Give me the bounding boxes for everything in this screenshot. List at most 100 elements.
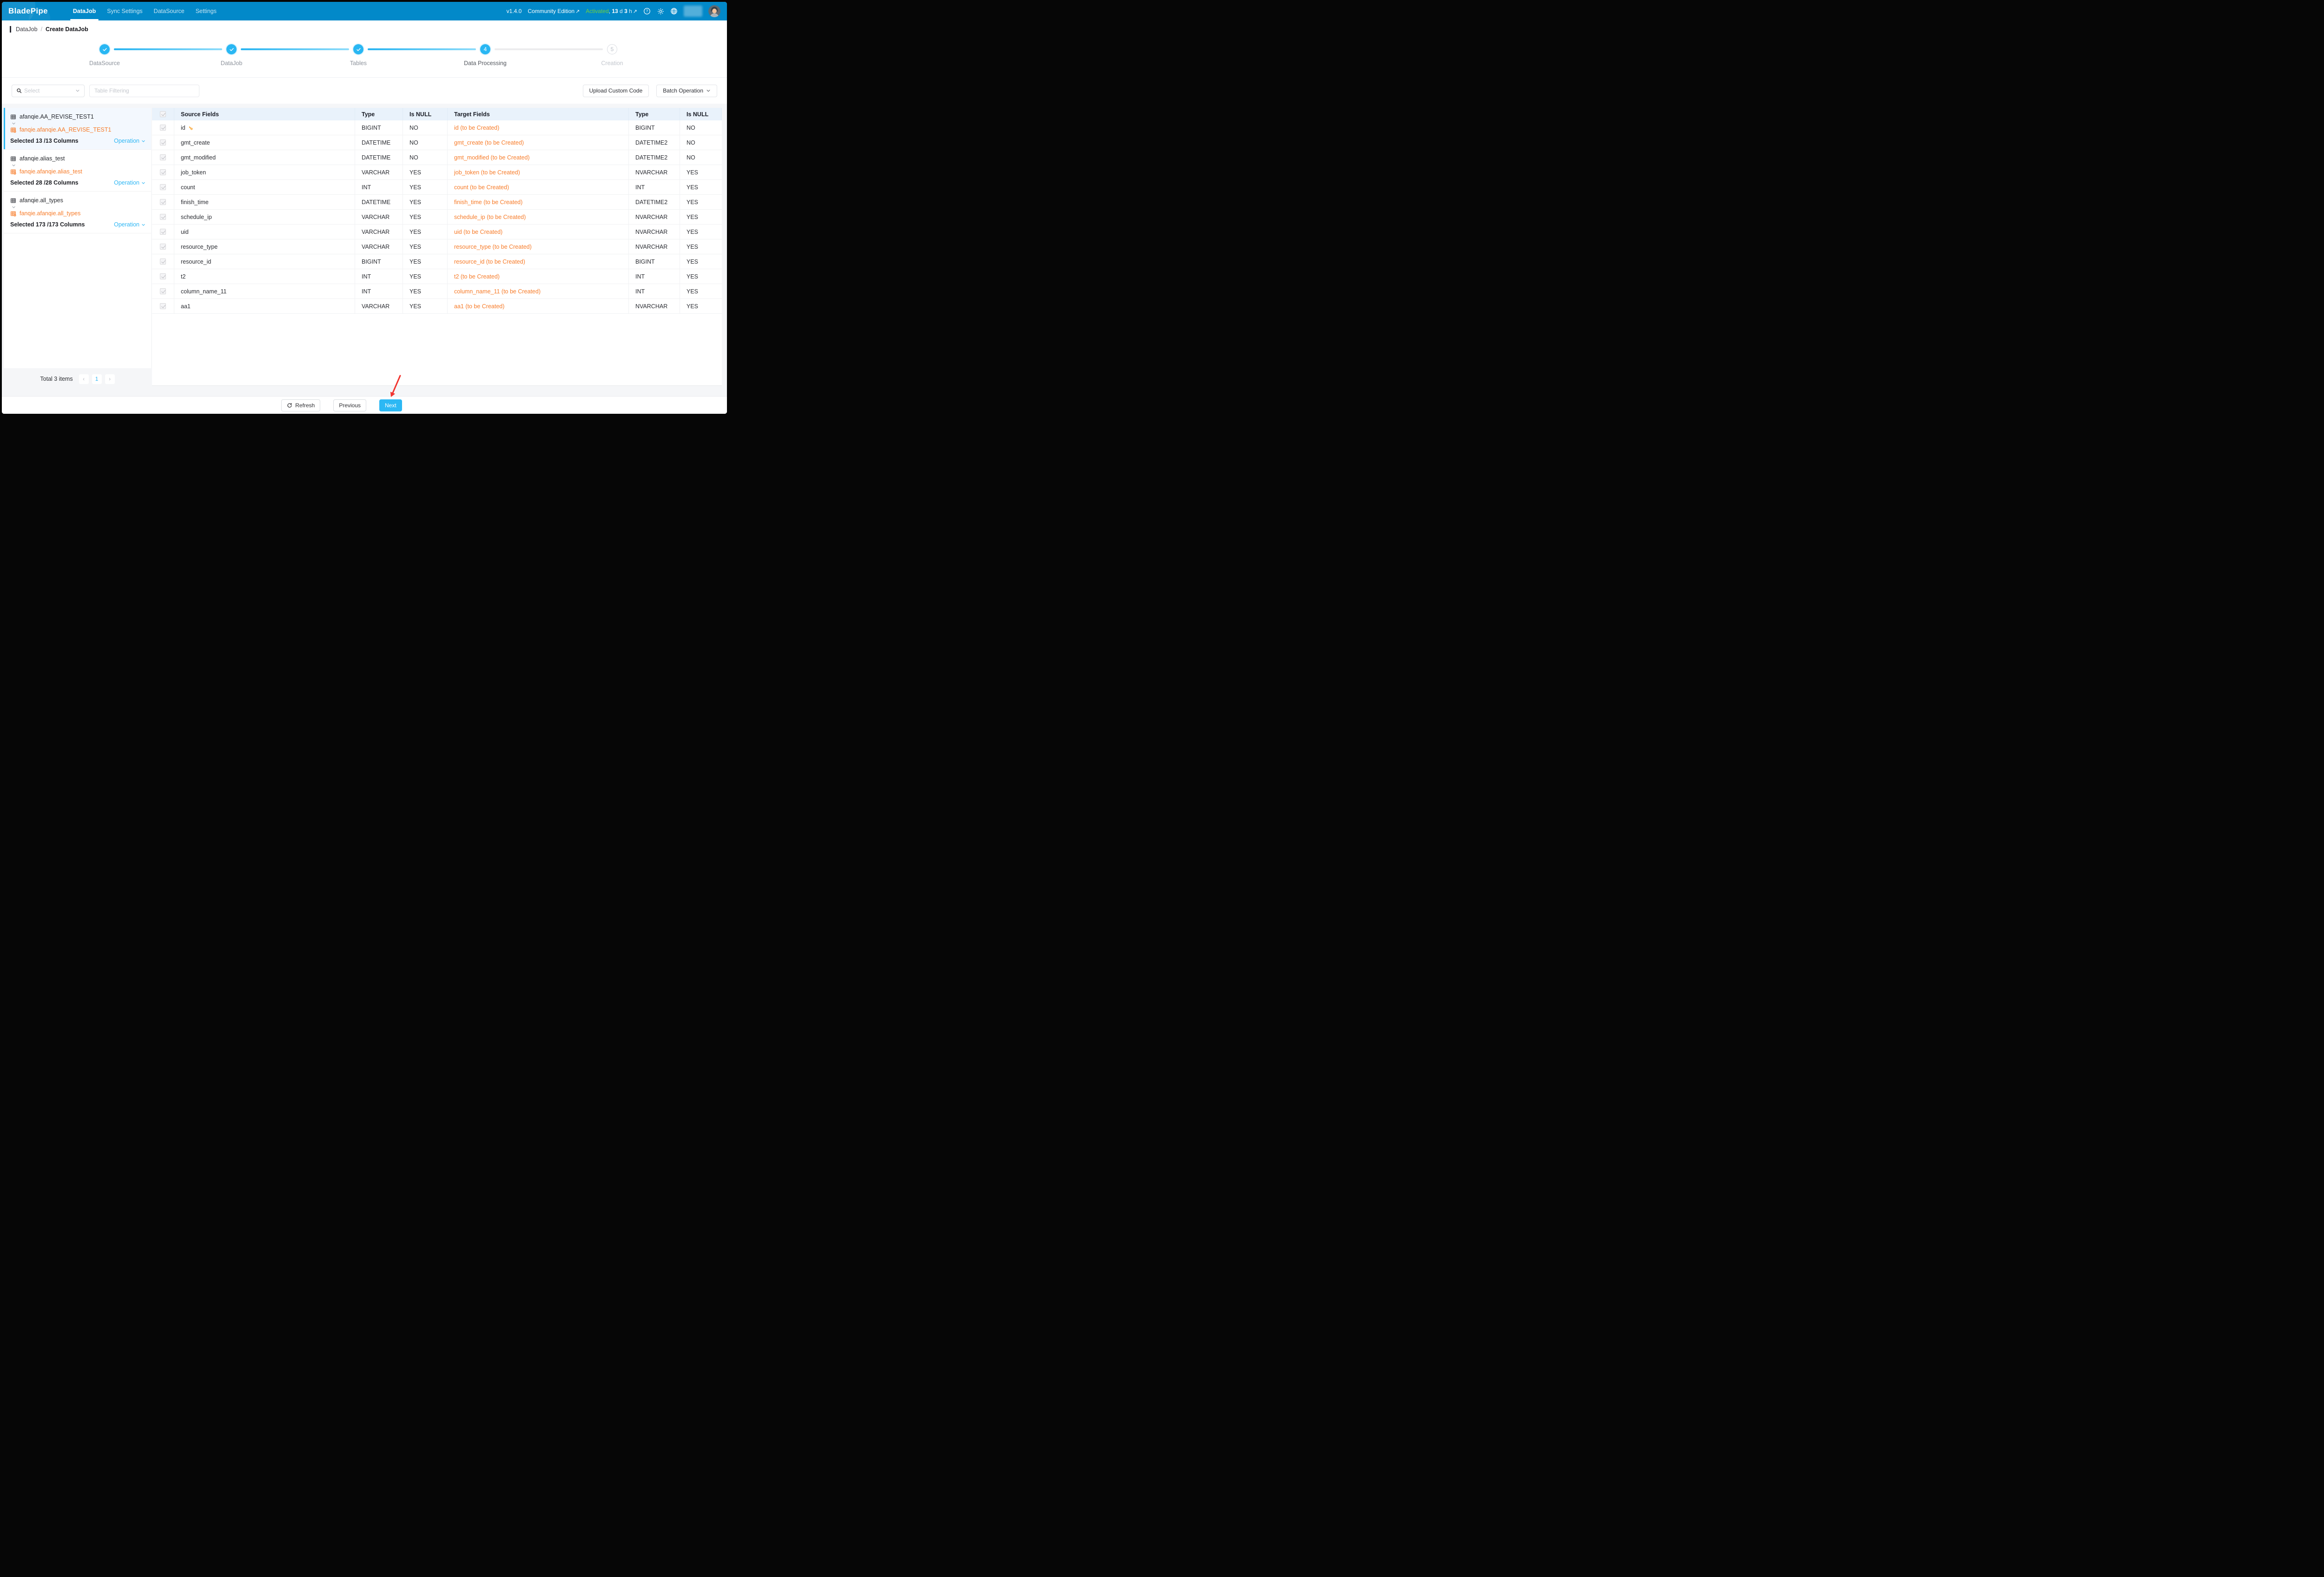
source-is-null-cell: YES bbox=[403, 299, 448, 313]
operation-dropdown[interactable]: Operation bbox=[114, 138, 145, 144]
row-checkbox[interactable] bbox=[152, 165, 174, 179]
target-field-cell[interactable]: t2 (to be Created) bbox=[448, 269, 629, 284]
tables-sidebar: afanqie.AA_REVISE_TEST1 fanqie.afanqie.AA… bbox=[4, 108, 151, 390]
checkbox-checked-disabled bbox=[160, 214, 166, 220]
step-circle-creation[interactable]: 5 bbox=[607, 44, 617, 54]
row-checkbox[interactable] bbox=[152, 180, 174, 194]
step-circle-tables[interactable] bbox=[353, 44, 363, 54]
source-type-cell: VARCHAR bbox=[355, 239, 403, 254]
edition-link[interactable]: Community Edition ↗ bbox=[528, 8, 580, 14]
nav-item-sync-settings[interactable]: Sync Settings bbox=[107, 8, 143, 14]
step-circle-data-processing[interactable]: 4 bbox=[480, 44, 490, 54]
help-icon[interactable]: ? bbox=[643, 7, 651, 15]
row-checkbox[interactable] bbox=[152, 135, 174, 150]
upload-custom-code-button[interactable]: Upload Custom Code bbox=[582, 84, 649, 97]
table-group-afanqie-all-types[interactable]: afanqie.all_types fanqie.afanqie.all_type… bbox=[4, 192, 151, 233]
checkbox-checked-disabled bbox=[160, 139, 166, 146]
target-field-cell[interactable]: schedule_ip (to be Created) bbox=[448, 210, 629, 224]
checkbox-checked-disabled bbox=[160, 229, 166, 235]
row-checkbox[interactable] bbox=[152, 195, 174, 209]
pagination-prev-button[interactable]: ‹ bbox=[79, 374, 89, 384]
refresh-button[interactable]: Refresh bbox=[281, 399, 321, 411]
target-field-cell[interactable]: resource_id (to be Created) bbox=[448, 254, 629, 269]
toolbar: Select Upload Custom Code Batch Operatio… bbox=[2, 78, 727, 104]
source-table-name: afanqie.AA_REVISE_TEST1 bbox=[20, 113, 94, 120]
row-checkbox[interactable] bbox=[152, 225, 174, 239]
target-is-null-cell: YES bbox=[687, 169, 699, 176]
step-circle-datasource[interactable] bbox=[99, 44, 110, 54]
select-placeholder: Select bbox=[24, 87, 40, 94]
target-is-null-cell: YES bbox=[687, 258, 699, 265]
target-field-cell[interactable]: aa1 (to be Created) bbox=[448, 299, 629, 313]
top-navigation-bar: BladePipe DataJob Sync Settings DataSource… bbox=[2, 2, 727, 20]
target-field-cell[interactable]: column_name_11 (to be Created) bbox=[448, 284, 629, 298]
row-checkbox[interactable] bbox=[152, 269, 174, 284]
row-checkbox[interactable] bbox=[152, 239, 174, 254]
table-row: gmt_create DATETIME NO gmt_create (to be Cr… bbox=[152, 135, 722, 150]
target-field-cell[interactable]: gmt_modified (to be Created) bbox=[448, 150, 629, 165]
step-circle-datajob[interactable] bbox=[226, 44, 237, 54]
target-field-cell[interactable]: uid (to be Created) bbox=[448, 225, 629, 239]
row-checkbox[interactable] bbox=[152, 254, 174, 269]
source-table-name: afanqie.all_types bbox=[20, 197, 63, 204]
operation-dropdown[interactable]: Operation bbox=[114, 221, 145, 228]
breadcrumb-separator: / bbox=[40, 26, 43, 33]
license-status[interactable]: Activated, 13 d 3 h ↗ bbox=[586, 8, 637, 14]
pagination-page-1[interactable]: 1 bbox=[92, 374, 102, 384]
target-field-cell[interactable]: id (to be Created) bbox=[448, 120, 629, 135]
target-field-cell[interactable]: job_token (to be Created) bbox=[448, 165, 629, 179]
row-checkbox[interactable] bbox=[152, 299, 174, 313]
source-type-cell: INT bbox=[355, 180, 403, 194]
nav-item-datajob[interactable]: DataJob bbox=[67, 2, 101, 20]
table-row: gmt_modified DATETIME NO gmt_modified (to b… bbox=[152, 150, 722, 165]
row-checkbox[interactable] bbox=[152, 150, 174, 165]
table-filtering-input[interactable] bbox=[89, 84, 199, 97]
checkbox-checked-disabled bbox=[160, 154, 166, 160]
target-field-cell[interactable]: resource_type (to be Created) bbox=[448, 239, 629, 254]
source-is-null-cell: YES bbox=[403, 284, 448, 298]
row-checkbox[interactable] bbox=[152, 210, 174, 224]
source-is-null-cell: NO bbox=[403, 120, 448, 135]
previous-button[interactable]: Previous bbox=[333, 399, 367, 411]
total-items-label: Total 3 items bbox=[40, 376, 73, 382]
table-group-afanqie-alias-test[interactable]: afanqie.alias_test fanqie.afanqie.alias_t… bbox=[4, 150, 151, 192]
target-type-cell: NVARCHAR bbox=[629, 165, 680, 179]
table-row: count INT YES count (to be Created) INT YES bbox=[152, 180, 722, 195]
breadcrumb-parent[interactable]: DataJob bbox=[16, 26, 38, 33]
table-body: id BIGINT NO id (to be Created) BIGINT NO gmt_… bbox=[152, 120, 722, 314]
check-icon bbox=[356, 47, 361, 51]
target-field-cell[interactable]: gmt_create (to be Created) bbox=[448, 135, 629, 150]
row-checkbox[interactable] bbox=[152, 120, 174, 135]
nav-item-settings[interactable]: Settings bbox=[195, 8, 217, 14]
table-row: uid VARCHAR YES uid (to be Created) NVARCHAR… bbox=[152, 225, 722, 239]
header-select-all-checkbox[interactable] bbox=[152, 108, 174, 120]
pagination-next-button[interactable]: › bbox=[105, 374, 115, 384]
avatar[interactable] bbox=[708, 5, 720, 17]
breadcrumb-accent-bar bbox=[10, 26, 11, 33]
table-group-afanqie-aa-revise-test1[interactable]: afanqie.AA_REVISE_TEST1 fanqie.afanqie.AA… bbox=[4, 108, 151, 150]
target-is-null-cell: NO bbox=[687, 124, 695, 131]
next-button[interactable]: Next bbox=[379, 399, 402, 411]
nav-item-datasource[interactable]: DataSource bbox=[153, 8, 185, 14]
step-label-data-processing: Data Processing bbox=[464, 60, 507, 66]
row-checkbox[interactable] bbox=[152, 284, 174, 298]
target-field-cell[interactable]: count (to be Created) bbox=[448, 180, 629, 194]
source-is-null-cell: YES bbox=[403, 254, 448, 269]
target-field-cell[interactable]: finish_time (to be Created) bbox=[448, 195, 629, 209]
table-icon bbox=[11, 156, 16, 161]
target-table-row: fanqie.afanqie.all_types bbox=[10, 210, 145, 217]
source-type-cell: INT bbox=[355, 269, 403, 284]
language-globe-icon[interactable] bbox=[670, 7, 678, 15]
column-header-target-type: Type bbox=[629, 108, 680, 120]
group-footer-row: Selected 173 /173 Columns Operation bbox=[10, 221, 145, 228]
batch-operation-button[interactable]: Batch Operation bbox=[656, 84, 717, 97]
theme-sun-icon[interactable] bbox=[657, 7, 664, 15]
table-select-dropdown[interactable]: Select bbox=[12, 84, 85, 97]
operation-dropdown[interactable]: Operation bbox=[114, 179, 145, 186]
source-type-cell: DATETIME bbox=[355, 195, 403, 209]
source-field-cell: job_token bbox=[174, 165, 355, 179]
logo-decoration bbox=[2, 2, 35, 20]
brand-logo[interactable]: BladePipe bbox=[8, 7, 48, 15]
step-label-datasource: DataSource bbox=[89, 60, 120, 66]
checkbox-checked-disabled bbox=[160, 184, 166, 190]
